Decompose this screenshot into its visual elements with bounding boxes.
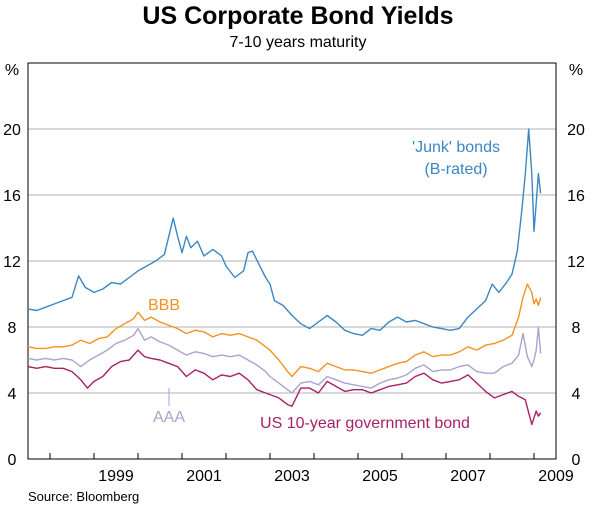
series-label-aaa: AAA [153, 409, 185, 426]
series-label-junk: 'Junk' bonds [412, 139, 500, 156]
series-label-govt: US 10-year government bond [260, 415, 470, 432]
x-tick-labels: 1999 2001 2003 2005 2007 2009 [98, 468, 574, 485]
y-tick-label-left: 0 [8, 452, 17, 469]
y-tick-label-left: 4 [8, 386, 17, 403]
series-line-bbb [27, 283, 542, 378]
x-tick-marks [49, 453, 535, 459]
y-tick-label-right: 4 [572, 386, 581, 403]
y-tick-label-left: 20 [3, 122, 21, 139]
chart-source: Source: Bloomberg [28, 489, 140, 504]
series-sublabel-junk: (B-rated) [424, 161, 487, 178]
series-label-bbb: BBB [148, 297, 180, 314]
x-tick-label: 2007 [450, 468, 486, 485]
x-tick-label: 2001 [186, 468, 222, 485]
series-line-junk [27, 128, 542, 336]
y-unit-left: % [5, 62, 19, 79]
x-tick-label: 2009 [538, 468, 574, 485]
chart-subtitle: 7-10 years maturity [229, 34, 367, 51]
x-tick-label: 1999 [98, 468, 134, 485]
plot-area-frame [27, 62, 557, 460]
x-tick-label: 2005 [362, 468, 398, 485]
y-tick-label-right: 20 [567, 122, 585, 139]
series-line-govt [27, 349, 542, 426]
y-tick-labels: 0 0 4 4 8 8 12 12 16 16 20 20 [3, 122, 585, 469]
series-lines [27, 128, 542, 426]
y-unit-right: % [569, 62, 583, 79]
y-tick-label-right: 8 [572, 320, 581, 337]
y-tick-label-left: 16 [3, 188, 21, 205]
y-tick-label-right: 16 [567, 188, 585, 205]
series-labels: 'Junk' bonds (B-rated) BBB AAA US 10-yea… [148, 139, 500, 432]
y-tick-label-left: 8 [8, 320, 17, 337]
chart-title: US Corporate Bond Yields [142, 2, 454, 30]
y-tick-label-right: 0 [572, 452, 581, 469]
x-tick-label: 2003 [274, 468, 310, 485]
series-line-aaa [27, 326, 542, 394]
y-tick-label-left: 12 [3, 254, 21, 271]
y-tick-label-right: 12 [567, 254, 585, 271]
